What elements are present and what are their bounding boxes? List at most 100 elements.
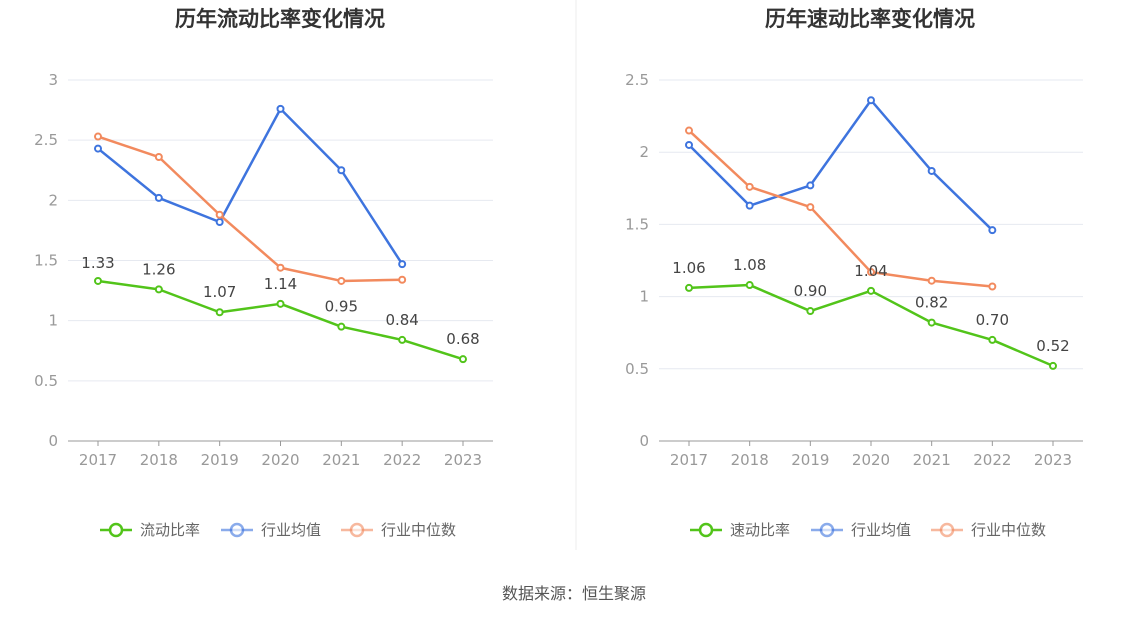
x-tick-label: 2022	[973, 451, 1011, 469]
data-point[interactable]	[806, 307, 815, 316]
data-point[interactable]	[867, 96, 875, 105]
legend-marker-icon	[108, 522, 124, 538]
series-industry-median	[94, 132, 407, 285]
chart-title: 历年速动比率变化情况	[765, 7, 975, 31]
series-industry-median	[685, 126, 997, 291]
y-tick-label: 0.5	[34, 372, 58, 390]
data-point[interactable]	[154, 193, 163, 202]
y-tick-label: 0.5	[625, 360, 649, 378]
data-point[interactable]	[154, 285, 163, 294]
legend-item[interactable]: 行业中位数	[931, 521, 1046, 539]
data-point[interactable]	[867, 268, 875, 277]
data-point[interactable]	[337, 276, 346, 285]
data-label: 0.70	[976, 311, 1009, 329]
series-industry-mean	[94, 104, 407, 269]
data-label: 0.68	[446, 330, 479, 348]
series-line	[97, 107, 404, 265]
y-tick-label: 0	[639, 432, 649, 450]
y-tick-label: 0	[48, 432, 58, 450]
data-point[interactable]	[276, 263, 285, 272]
data-point[interactable]	[745, 281, 754, 290]
x-tick-label: 2020	[261, 451, 299, 469]
data-point[interactable]	[745, 182, 754, 191]
x-tick-label: 2023	[444, 451, 482, 469]
data-label: 1.04	[854, 262, 887, 280]
legend-item[interactable]: 流动比率	[100, 521, 200, 539]
data-label: 0.95	[325, 298, 358, 316]
data-point[interactable]	[215, 210, 224, 219]
y-tick-label: 1	[48, 312, 58, 330]
data-point[interactable]	[154, 153, 163, 162]
y-tick-label: 2.5	[34, 131, 58, 149]
data-point[interactable]	[988, 226, 997, 235]
x-tick-label: 2021	[913, 451, 951, 469]
y-tick-label: 1.5	[625, 215, 649, 233]
data-point[interactable]	[988, 282, 997, 291]
data-point[interactable]	[94, 144, 102, 153]
series-main: 1.06 1.08 0.90 1.04 0.82 0.70 0.52	[672, 256, 1070, 370]
data-point[interactable]	[685, 283, 693, 292]
data-point[interactable]	[459, 355, 467, 364]
legend-marker-icon	[349, 522, 365, 538]
x-tick-label: 2017	[670, 451, 708, 469]
data-point[interactable]	[215, 217, 224, 226]
legend-label: 流动比率	[140, 521, 200, 539]
data-point[interactable]	[276, 104, 285, 113]
y-tick-label: 1.5	[34, 252, 58, 270]
legend-marker-icon	[698, 522, 714, 538]
chart-panel-2: 历年速动比率变化情况 0 0.5 1 1.5 2 2.5 2017 2018 2019 2020 20…	[625, 7, 1083, 539]
y-tick-label: 2	[48, 191, 58, 209]
series-line	[688, 129, 993, 288]
legend-label: 速动比率	[730, 521, 790, 539]
data-point[interactable]	[685, 126, 693, 135]
data-point[interactable]	[94, 132, 102, 141]
data-label: 1.06	[672, 259, 705, 277]
legend-item[interactable]: 行业均值	[811, 521, 911, 539]
x-tick-label: 2018	[140, 451, 178, 469]
data-point[interactable]	[398, 260, 407, 269]
data-label: 1.14	[264, 275, 297, 293]
data-point[interactable]	[685, 140, 693, 149]
data-point[interactable]	[806, 203, 815, 212]
data-label: 0.82	[915, 294, 948, 312]
x-tick-label: 2021	[322, 451, 360, 469]
y-tick-label: 3	[48, 71, 58, 89]
data-point[interactable]	[215, 308, 224, 317]
series-industry-mean	[685, 96, 997, 235]
data-point[interactable]	[988, 335, 997, 344]
legend-item[interactable]: 行业均值	[221, 521, 321, 539]
data-point[interactable]	[1049, 361, 1057, 370]
data-point[interactable]	[398, 335, 407, 344]
data-point[interactable]	[927, 166, 936, 175]
data-label: 1.26	[142, 260, 175, 278]
legend-marker-icon	[229, 522, 245, 538]
legend-label: 行业中位数	[381, 521, 456, 539]
data-label: 1.33	[81, 254, 114, 272]
x-tick-label: 2022	[383, 451, 421, 469]
data-point[interactable]	[867, 286, 875, 295]
data-point[interactable]	[806, 181, 815, 190]
data-point[interactable]	[927, 276, 936, 285]
data-label: 1.08	[733, 256, 766, 274]
legend-label: 行业均值	[851, 521, 911, 539]
x-tick-label: 2019	[791, 451, 829, 469]
data-point[interactable]	[276, 299, 285, 308]
data-point[interactable]	[94, 276, 102, 285]
data-point[interactable]	[398, 275, 407, 284]
data-point[interactable]	[337, 322, 346, 331]
legend-item[interactable]: 速动比率	[690, 521, 790, 539]
series-main: 1.33 1.26 1.07 1.14 0.95 0.84 0.68	[81, 254, 480, 364]
legend-label: 行业中位数	[971, 521, 1046, 539]
data-point[interactable]	[745, 201, 754, 210]
legend-item[interactable]: 行业中位数	[341, 521, 456, 539]
data-label: 0.90	[794, 282, 827, 300]
data-point[interactable]	[337, 166, 346, 175]
x-tick-label: 2023	[1034, 451, 1072, 469]
data-label: 0.84	[385, 311, 418, 329]
x-tick-label: 2017	[79, 451, 117, 469]
y-tick-label: 2	[639, 143, 649, 161]
series-line	[97, 135, 403, 283]
chart-title: 历年流动比率变化情况	[175, 7, 385, 31]
data-point[interactable]	[927, 318, 936, 327]
